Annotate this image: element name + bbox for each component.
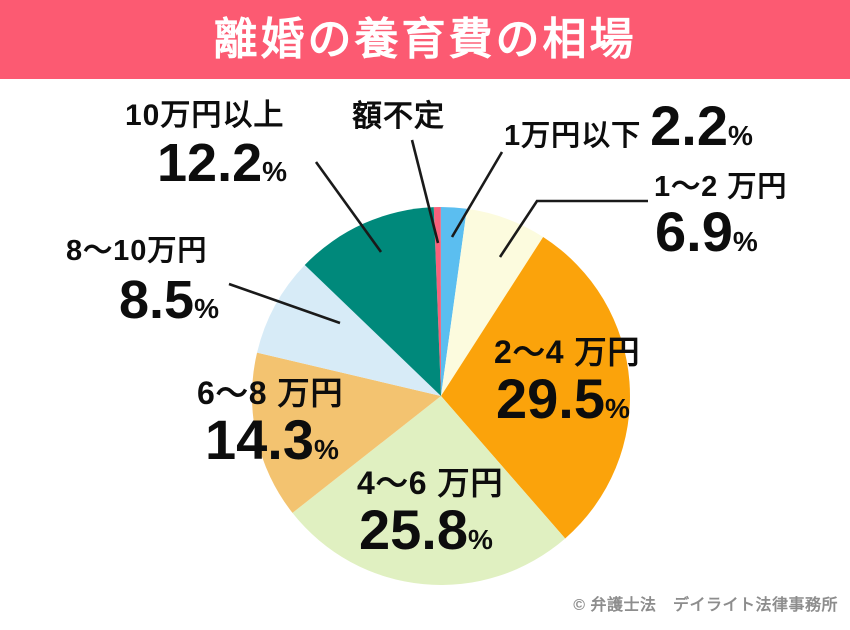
value-number: 2.2 — [650, 94, 728, 157]
percent-sign: % — [314, 434, 339, 465]
value-number: 25.8 — [359, 498, 468, 561]
slice-label-1-2man: 1〜2 万円 — [654, 171, 788, 203]
pie-slice-1 — [440, 206, 467, 396]
leader-line-3 — [498, 199, 648, 258]
pie-slice-0 — [433, 207, 441, 396]
pie-slice-2 — [441, 208, 544, 396]
copyright-credit: © 弁護士法 デイライト法律事務所 — [573, 597, 838, 614]
leader-line-0 — [314, 161, 383, 253]
leader-line-2 — [450, 151, 504, 238]
percent-sign: % — [605, 393, 630, 424]
percent-sign: % — [732, 226, 758, 257]
slice-label-10man-ijo: 10万円以上 — [125, 99, 285, 132]
value-number: 14.3 — [205, 408, 314, 471]
pie-slice-7 — [304, 207, 441, 396]
slice-label-2-4man: 2〜4 万円 — [494, 334, 641, 370]
title-banner: 離婚の養育費の相場 — [0, 0, 850, 79]
pie-slice-3 — [441, 236, 630, 539]
slice-value-1-2man: 6.9% — [655, 200, 758, 263]
leader-line-4 — [228, 282, 341, 325]
percent-sign: % — [262, 156, 288, 187]
percent-sign: % — [468, 524, 493, 555]
leader-line-1 — [410, 139, 440, 244]
pie-slice-4 — [292, 396, 566, 586]
percent-sign: % — [194, 293, 219, 324]
slice-label-gakufutei: 額不定 — [352, 100, 445, 133]
value-number: 6.9 — [655, 200, 733, 263]
pie-slice-6 — [257, 264, 441, 396]
percent-sign: % — [728, 120, 753, 151]
slice-label-6-8man: 6〜8 万円 — [197, 375, 344, 411]
slice-label-4-6man: 4〜6 万円 — [357, 465, 504, 501]
slice-value: 2.2% — [650, 94, 753, 157]
value-number: 8.5 — [119, 270, 195, 330]
value-number: 12.2 — [157, 133, 263, 193]
slice-label-8-10man: 8〜10万円 — [66, 235, 208, 267]
slice-value-2-4man: 29.5% — [496, 367, 630, 430]
slice-label-1man-ika: 1万円以下 2.2% — [504, 94, 753, 157]
page-title: 離婚の養育費の相場 — [213, 15, 637, 64]
pie-slice-5 — [251, 352, 441, 513]
value-number: 29.5 — [496, 367, 605, 430]
slice-value-8-10man: 8.5% — [119, 272, 219, 329]
slice-value-10man-ijo: 12.2% — [157, 135, 287, 192]
slice-value-6-8man: 14.3% — [205, 408, 339, 471]
slice-name: 1万円以下 — [504, 120, 642, 152]
slice-value-4-6man: 25.8% — [359, 498, 493, 561]
